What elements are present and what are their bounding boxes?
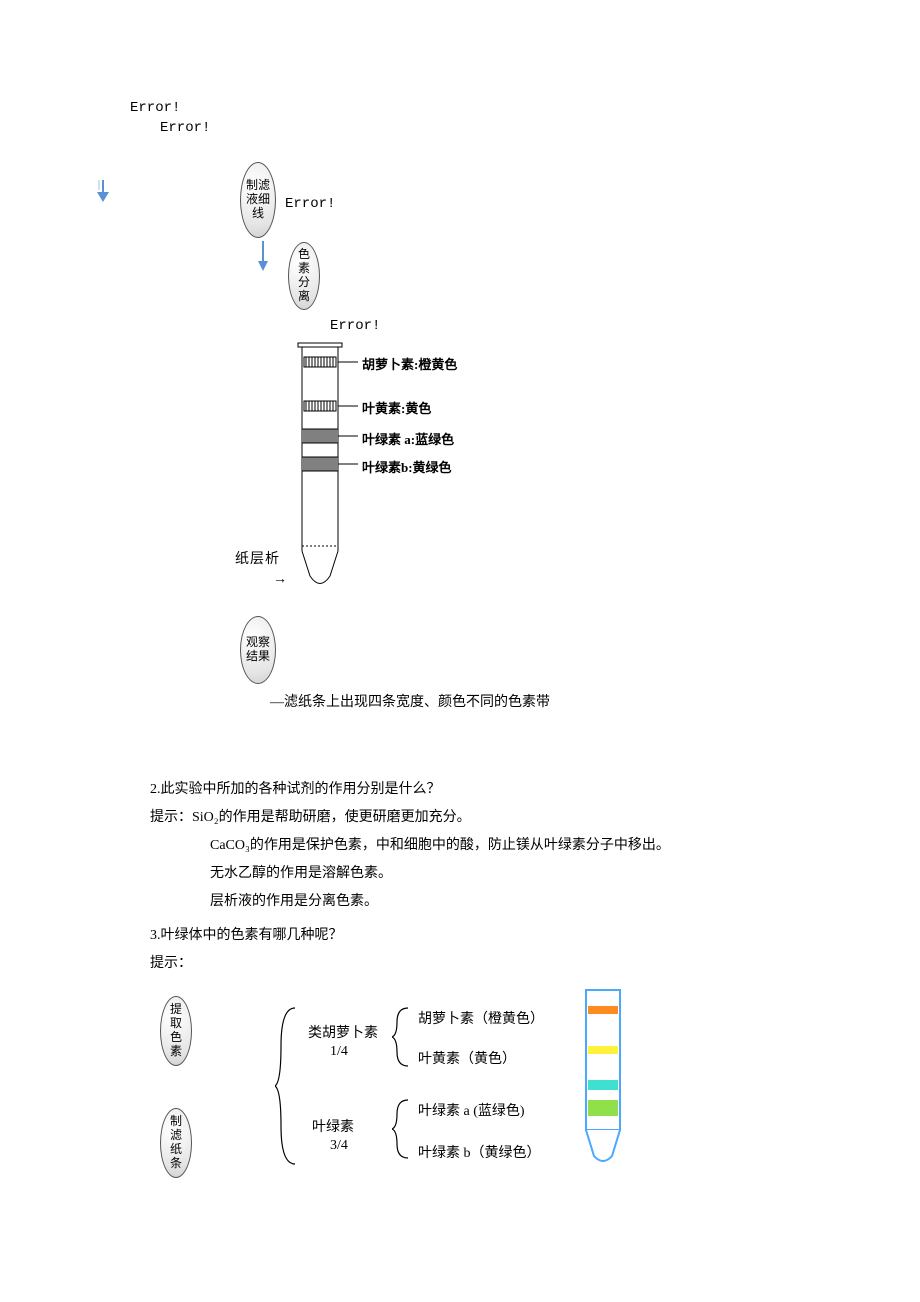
error-text-1: Error! (130, 100, 860, 116)
q2-hint-line-2: CaCO₃的作用是保护色素，中和细胞中的酸，防止镁从叶绿素分子中移出。 (210, 832, 860, 860)
error-text-2: Error! (160, 120, 860, 136)
q2-hint-line-1: 提示：SiO₂的作用是帮助研磨，使更研磨更加充分。 (150, 804, 800, 832)
group2-name: 叶绿素 (312, 1116, 354, 1136)
oval-node-separate-label: 色素分离 (293, 248, 315, 303)
pigment-item-1: 胡萝卜素（橙黄色） (418, 1008, 544, 1028)
group1-name: 类胡萝卜素 (308, 1022, 378, 1042)
q2-hint-text-1: SiO₂的作用是帮助研磨，使更研磨更加充分。 (192, 810, 471, 825)
pigment-item-4: 叶绿素 b（黄绿色） (418, 1142, 541, 1162)
colored-tube-icon (580, 988, 628, 1168)
oval-node-strip: 制滤纸条 (160, 1108, 192, 1178)
error-text-3: Error! (285, 196, 335, 212)
band-label-4: 叶绿素b:黄绿色 (362, 457, 452, 476)
brace-icon (392, 1006, 412, 1068)
q2-hint-line-4: 层析液的作用是分离色素。 (210, 888, 860, 916)
chromatography-flow-diagram: 制滤液细线 Error! 色素分离 Error! (60, 146, 860, 766)
band-label-3: 叶绿素 a:蓝绿色 (362, 429, 454, 448)
pigment-item-3: 叶绿素 a (蓝绿色) (418, 1100, 525, 1120)
oval-node-prep: 制滤液细线 (240, 162, 276, 238)
pigment-classification-diagram: 提取色素 制滤纸条 类胡萝卜素 1/4 叶绿素 3/4 胡萝卜素（橙黄色） 叶黄… (60, 988, 860, 1208)
group2-ratio: 3/4 (330, 1138, 348, 1154)
oval-node-separate: 色素分离 (288, 242, 320, 310)
pigment-item-2: 叶黄素（黄色） (418, 1048, 516, 1068)
blue-down-arrow-icon (257, 241, 269, 276)
paper-chromatography-label: 纸层析 → (235, 551, 280, 569)
oval-node-prep-label: 制滤液细线 (245, 179, 271, 220)
question-3: 3.叶绿体中的色素有哪几种呢？ (150, 922, 800, 950)
oval-node-result-label: 观察结果 (245, 636, 271, 664)
band-label-2: 叶黄素:黄色 (362, 398, 431, 417)
oval-node-extract-label: 提取色素 (165, 1003, 187, 1058)
group1-ratio: 1/4 (330, 1044, 348, 1060)
test-tube-icon (280, 341, 360, 601)
oval-node-strip-label: 制滤纸条 (165, 1115, 187, 1170)
paper-chrom-text: 纸层析 (235, 551, 280, 569)
error-text-4: Error! (330, 318, 380, 334)
q2-hint-line-3: 无水乙醇的作用是溶解色素。 (210, 860, 860, 888)
brace-icon (275, 1006, 301, 1166)
brace-icon (392, 1098, 412, 1160)
oval-node-extract: 提取色素 (160, 996, 192, 1066)
oval-node-result: 观察结果 (240, 616, 276, 684)
right-arrow-icon: → (273, 571, 287, 589)
result-text: —滤纸条上出现四条宽度、颜色不同的色素带 (270, 691, 550, 711)
question-2: 2.此实验中所加的各种试剂的作用分别是什么？ (150, 776, 800, 804)
band-label-1: 胡萝卜素:橙黄色 (362, 354, 457, 373)
hint-label: 提示： (150, 810, 192, 825)
q3-hint-label: 提示： (150, 950, 800, 978)
